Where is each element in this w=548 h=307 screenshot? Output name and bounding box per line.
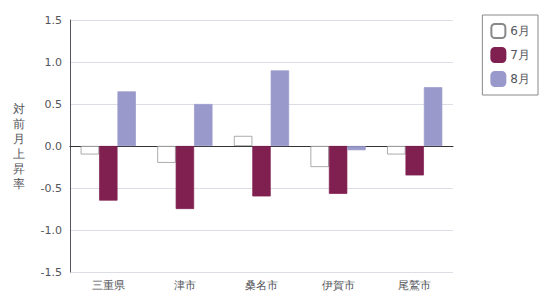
svg-text:三重県: 三重県: [92, 279, 125, 292]
svg-text:上: 上: [13, 147, 25, 161]
svg-text:尾鷲市: 尾鷲市: [398, 279, 431, 292]
svg-text:伊賀市: 伊賀市: [322, 279, 355, 292]
svg-text:-0.5: -0.5: [41, 182, 62, 195]
svg-text:0.0: 0.0: [45, 140, 63, 153]
svg-text:0.5: 0.5: [45, 98, 63, 111]
svg-text:津市: 津市: [174, 279, 196, 292]
svg-text:8月: 8月: [510, 72, 530, 86]
svg-text:率: 率: [13, 177, 25, 191]
svg-text:前: 前: [13, 117, 25, 131]
svg-text:-1.0: -1.0: [41, 224, 62, 237]
svg-text:-1.5: -1.5: [41, 266, 62, 279]
svg-text:対: 対: [13, 102, 25, 116]
svg-text:昇: 昇: [13, 162, 25, 176]
svg-text:1.0: 1.0: [45, 56, 63, 69]
svg-text:7月: 7月: [510, 48, 530, 62]
svg-text:1.5: 1.5: [45, 14, 63, 27]
svg-text:月: 月: [13, 132, 25, 146]
svg-text:6月: 6月: [510, 24, 530, 38]
svg-text:桑名市: 桑名市: [245, 279, 278, 292]
